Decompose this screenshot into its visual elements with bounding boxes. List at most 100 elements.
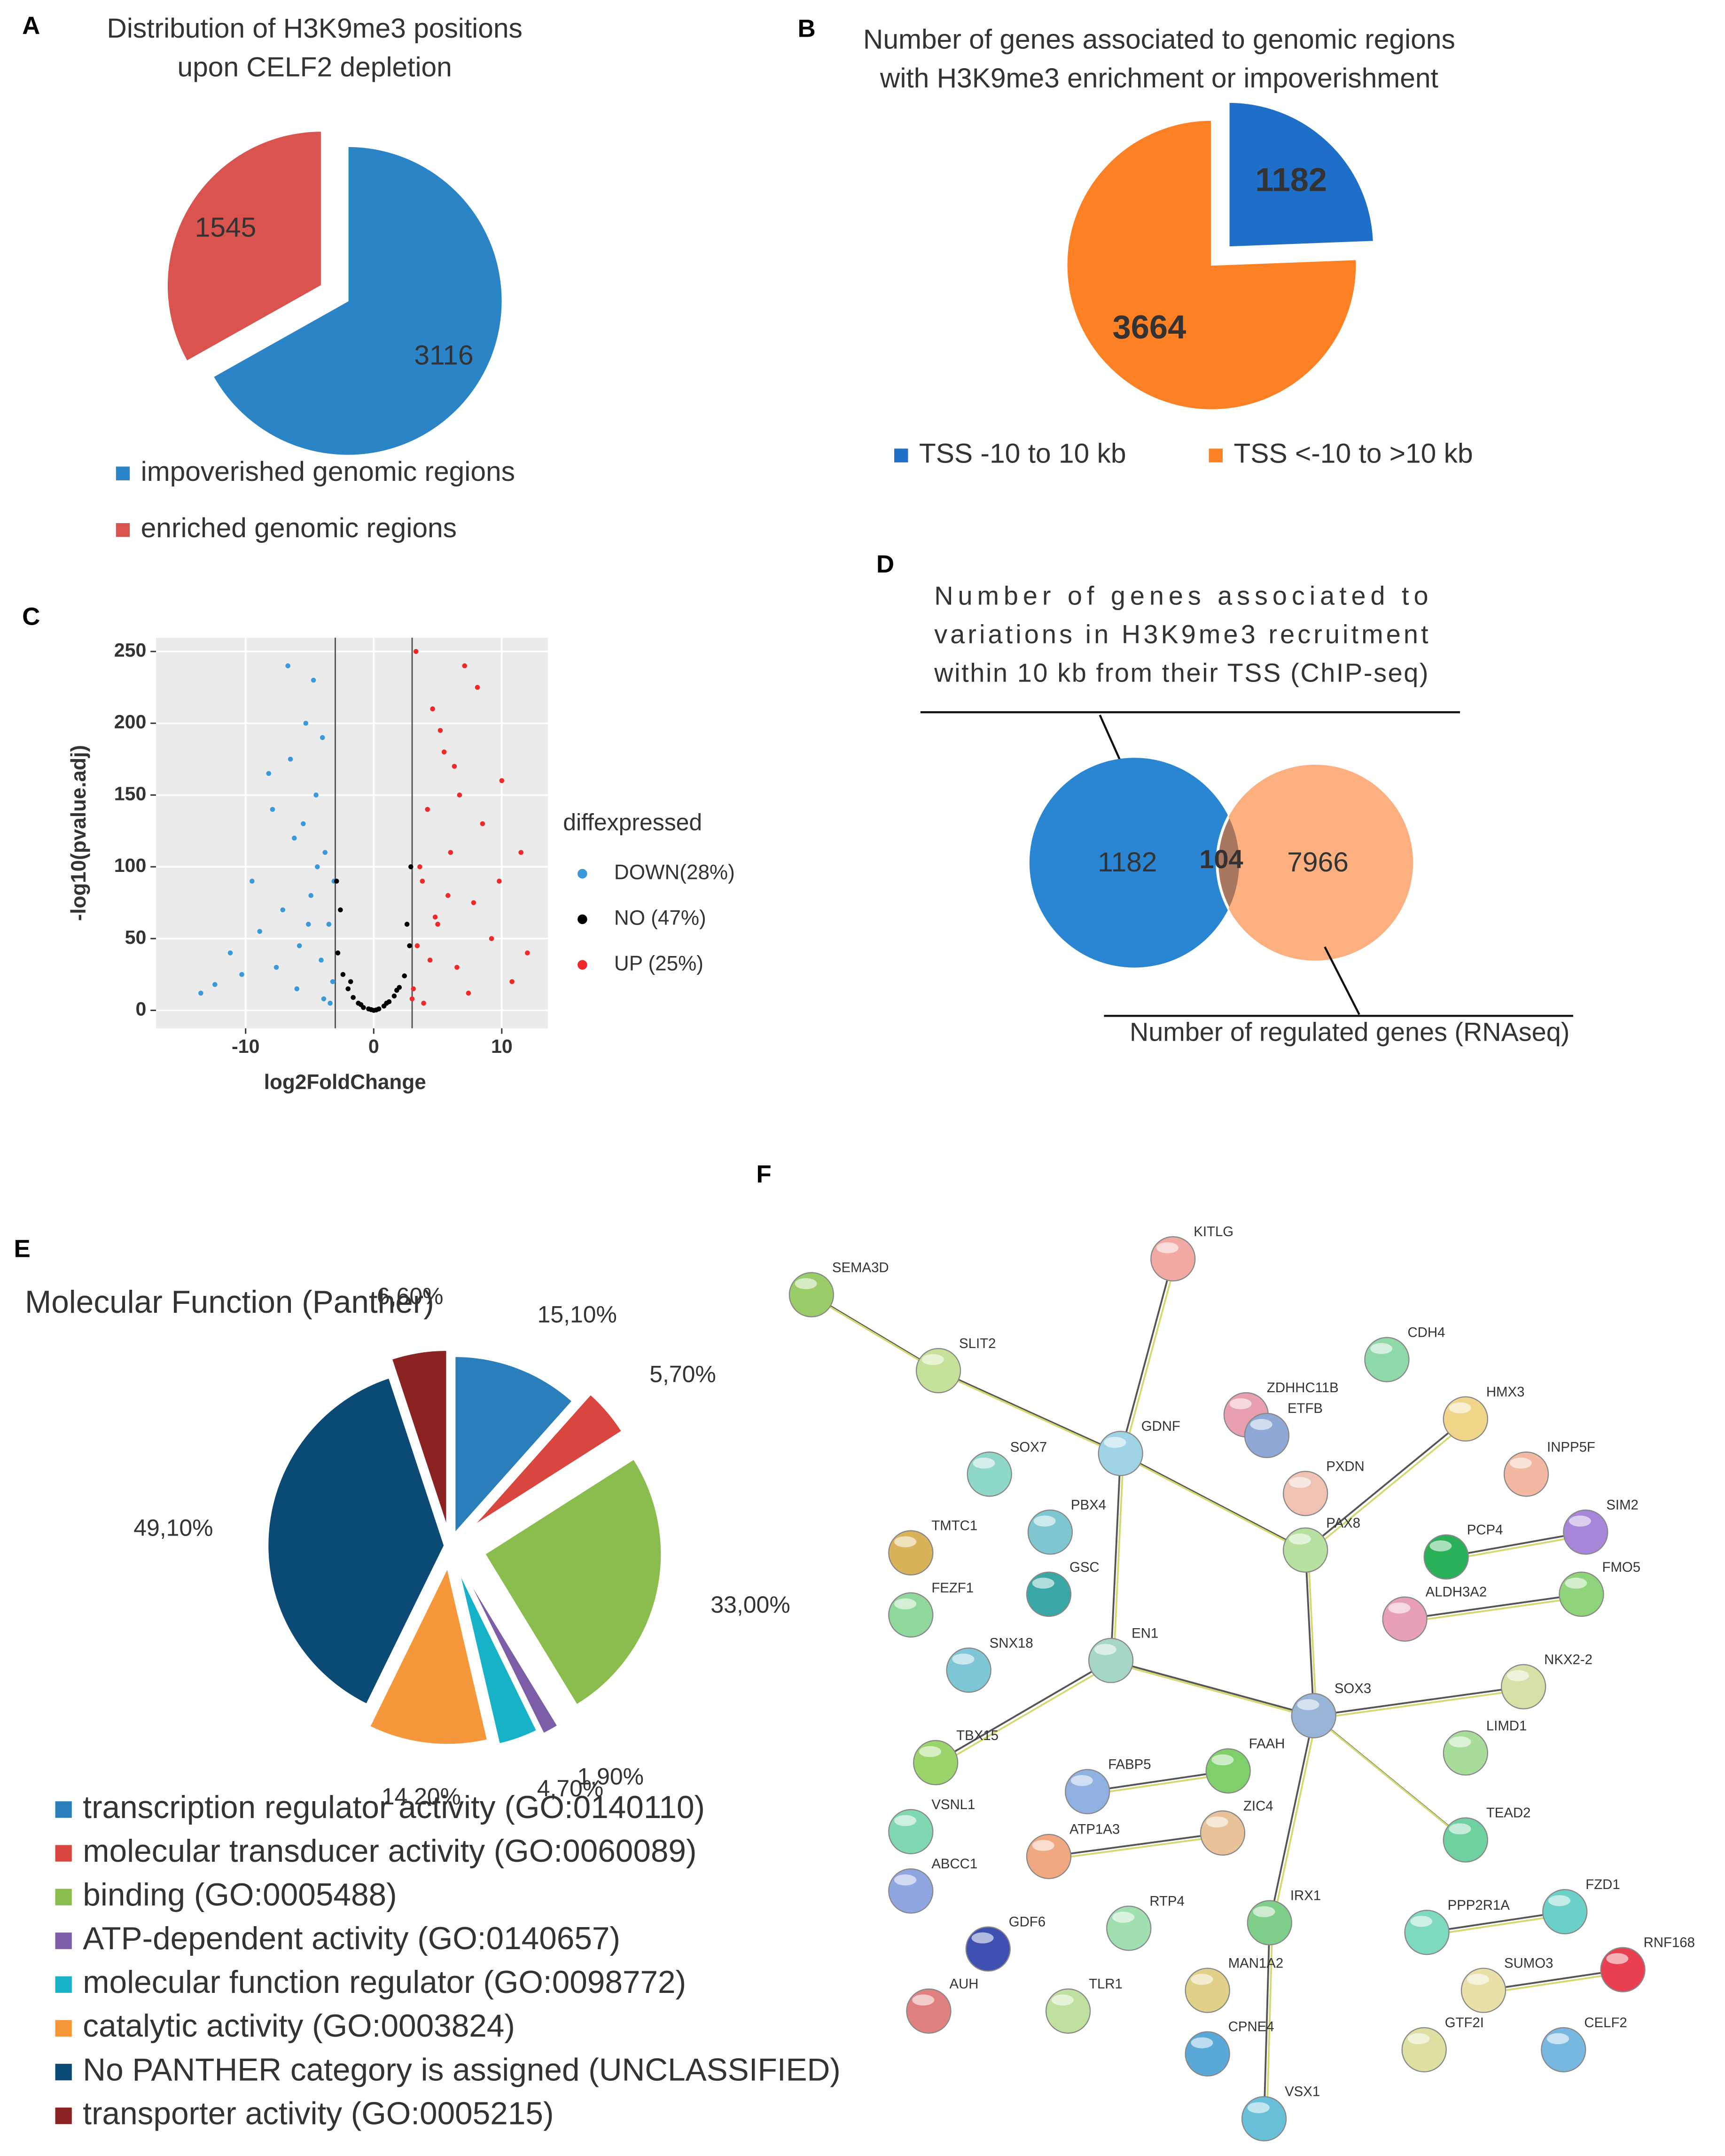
data-label: 15,10%: [538, 1301, 617, 1328]
node-highlight: [1565, 1577, 1587, 1589]
node-label: ATP1A3: [1069, 1822, 1120, 1837]
legend-label: NO (47%): [614, 906, 706, 929]
legend-label: molecular function regulator (GO:0098772…: [83, 1965, 686, 2000]
legend-swatch: [55, 1976, 72, 1993]
node-highlight: [894, 1598, 917, 1610]
point: [518, 850, 524, 855]
point: [319, 957, 324, 963]
point: [404, 922, 410, 927]
node-label: GSC: [1069, 1560, 1100, 1575]
point: [301, 821, 306, 826]
node-label: NKX2-2: [1544, 1652, 1592, 1668]
point: [315, 864, 320, 870]
node-label: ABCC1: [931, 1856, 977, 1872]
pie-slice: [368, 1566, 489, 1746]
node-highlight: [921, 1354, 944, 1365]
node-highlight: [1104, 1437, 1126, 1448]
venn-set-label: Number of regulated genes (RNAseq): [1130, 1017, 1569, 1046]
point: [285, 663, 290, 668]
pie-slice: [267, 1377, 445, 1705]
chart-title: Distribution of H3K9me3 positions: [107, 13, 522, 44]
point: [475, 685, 480, 690]
point: [384, 1001, 389, 1006]
venn-count: 7966: [1287, 847, 1349, 878]
data-label: 1545: [195, 212, 257, 243]
point: [435, 922, 440, 927]
data-label: 4,70%: [537, 1775, 604, 1802]
node-highlight: [1407, 2033, 1430, 2045]
node-label: HMX3: [1486, 1384, 1525, 1400]
point: [402, 973, 407, 979]
pie-slice: [458, 1571, 538, 1745]
node-highlight: [1112, 1912, 1135, 1923]
y-tick-label: 100: [114, 855, 147, 876]
pie-slice: [212, 145, 503, 456]
point: [457, 792, 462, 798]
point: [462, 663, 468, 668]
y-tick-label: 150: [114, 783, 147, 804]
node-label: ALDH3A2: [1426, 1584, 1487, 1600]
node-label: VSX1: [1285, 2084, 1320, 2100]
point: [280, 907, 286, 913]
edge: [1407, 1596, 1585, 1623]
point: [499, 778, 505, 784]
point: [334, 878, 339, 884]
pie-slice: [472, 1393, 623, 1527]
data-label: 5,70%: [649, 1361, 716, 1388]
edge: [938, 1370, 1121, 1454]
legend-label: binding (GO:0005488): [83, 1877, 397, 1913]
node-highlight: [795, 1278, 817, 1289]
legend-label: TSS -10 to 10 kb: [919, 439, 1126, 469]
edge: [1113, 1456, 1124, 1663]
point: [408, 864, 414, 870]
node-label: SLIT2: [959, 1336, 996, 1351]
y-tick-label: 50: [125, 926, 147, 948]
node-label: GTF2I: [1445, 2015, 1484, 2031]
edge: [1427, 1911, 1565, 1934]
data-label: 6,60%: [377, 1283, 444, 1309]
pie-slice: [1228, 101, 1374, 248]
node-label: SEMA3D: [832, 1260, 889, 1276]
node-label: SUMO3: [1504, 1956, 1553, 1971]
legend-swatch: [55, 1801, 72, 1818]
point: [321, 996, 327, 1002]
edge: [1119, 1258, 1174, 1454]
edge: [1307, 1552, 1318, 1719]
point: [497, 878, 502, 884]
node-label: FABP5: [1108, 1757, 1151, 1772]
edge: [1483, 1968, 1623, 1991]
edge: [1304, 1418, 1467, 1551]
node-label: TMTC1: [931, 1518, 977, 1534]
point: [313, 792, 319, 798]
point: [227, 950, 233, 956]
chart-title: upon CELF2 depletion: [177, 52, 452, 82]
node-label: AUH: [950, 1976, 979, 1992]
legend-label: enriched genomic regions: [141, 513, 457, 543]
point: [266, 771, 272, 776]
point: [368, 1007, 374, 1012]
legend-label: No PANTHER category is assigned (UNCLASS…: [83, 2052, 840, 2087]
legend-label: UP (25%): [614, 952, 703, 975]
legend-swatch: [55, 1932, 72, 1949]
point: [297, 943, 302, 949]
node-label: ZIC4: [1243, 1798, 1273, 1814]
node-highlight: [1156, 1242, 1179, 1254]
point: [257, 929, 263, 934]
point: [480, 821, 485, 826]
edge: [1051, 1835, 1226, 1860]
point: [489, 936, 494, 941]
legend-swatch: [894, 448, 908, 463]
pie-slice: [454, 1356, 574, 1535]
point: [273, 964, 279, 970]
panel-letter: B: [797, 15, 815, 43]
legend-label: transcription regulator activity (GO:014…: [83, 1790, 705, 1825]
point: [420, 878, 425, 884]
point: [239, 972, 244, 977]
point: [288, 756, 293, 762]
data-label: 1,90%: [578, 1764, 644, 1790]
node-highlight: [894, 1815, 917, 1827]
point: [445, 893, 451, 898]
point: [448, 850, 453, 855]
legend-swatch: [55, 1889, 72, 1905]
plot-background: [156, 637, 548, 1028]
